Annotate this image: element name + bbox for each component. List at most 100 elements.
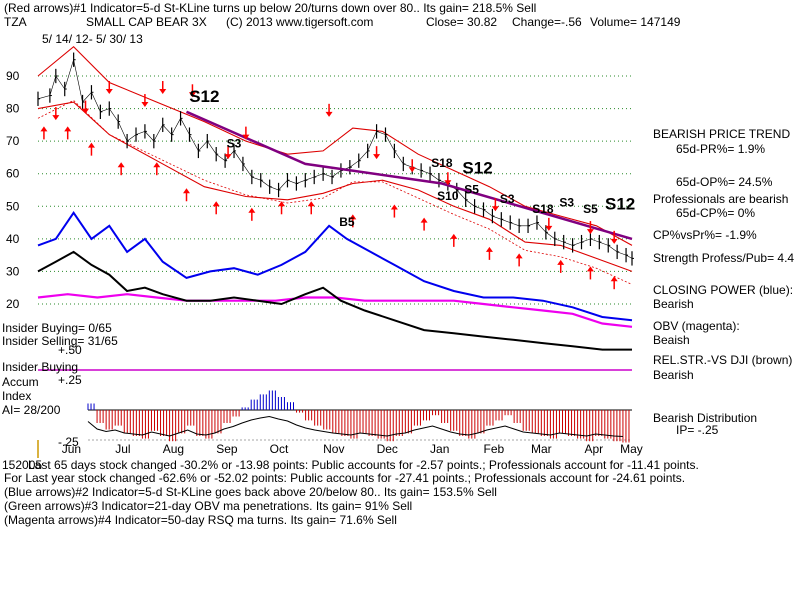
- buy-arrow: [248, 207, 256, 213]
- accum-plus50: +.50: [58, 343, 82, 357]
- buy-arrow: [64, 126, 72, 132]
- month-label: Oct: [270, 442, 289, 456]
- obv-value: Beaish: [653, 333, 690, 347]
- insider-buying-count: Insider Buying= 0/65: [2, 321, 112, 335]
- sell-arrow: [491, 206, 499, 212]
- moving-average: [37, 99, 633, 285]
- accum-label: Accum: [2, 375, 39, 389]
- closing-power-value: Bearish: [653, 297, 694, 311]
- ai-value: AI= 28/200: [2, 403, 61, 417]
- signal-label: B5: [339, 215, 355, 229]
- buy-arrow: [420, 217, 428, 223]
- change-value: Change=-.56: [512, 15, 582, 29]
- buy-arrow: [153, 162, 161, 168]
- accum-minus25: -.25: [58, 435, 79, 449]
- buy-arrow: [117, 162, 125, 168]
- sell-arrow: [224, 154, 232, 160]
- upper-band: [37, 45, 633, 246]
- buy-arrow: [212, 201, 220, 207]
- volume-value: Volume= 147149: [590, 15, 681, 29]
- y-tick-label: 40: [6, 232, 20, 246]
- professionals-text: Professionals are bearish: [653, 192, 789, 206]
- buy-arrow: [515, 253, 523, 259]
- month-label: Sep: [216, 442, 238, 456]
- y-tick-label: 30: [6, 264, 20, 278]
- pr-value: 65d-PR%= 1.9%: [676, 142, 766, 156]
- month-label: Mar: [531, 442, 552, 456]
- signal-label: S3: [500, 192, 515, 206]
- month-label: Apr: [584, 442, 603, 456]
- op-value: 65d-OP%= 24.5%: [676, 175, 773, 189]
- closing-power-line: [37, 211, 633, 322]
- buy-arrow: [610, 276, 618, 282]
- month-label: Nov: [323, 442, 344, 456]
- accum-ma-line: [87, 415, 623, 437]
- signal-label: S10: [437, 189, 459, 203]
- sell-arrow: [105, 89, 113, 95]
- insider-selling-count: Insider Selling= 31/65: [2, 334, 118, 348]
- month-label: Aug: [163, 442, 184, 456]
- signal-label: S12: [605, 195, 635, 214]
- buy-arrow: [485, 246, 493, 252]
- signal-label: S18: [532, 202, 554, 216]
- footer-line1: Last 65 days stock changed -30.2% or -13…: [28, 458, 699, 472]
- cpvspr-value: CP%vsPr%= -1.9%: [653, 228, 757, 242]
- ticker: TZA: [4, 15, 27, 29]
- footer-line3: (Blue arrows)#2 Indicator=5-d St-KLine g…: [4, 485, 497, 499]
- sell-arrow: [408, 167, 416, 173]
- buy-arrow: [183, 188, 190, 194]
- sell-arrow: [188, 92, 196, 98]
- y-tick-label: 50: [6, 199, 20, 213]
- month-label: Jan: [430, 442, 449, 456]
- indicator1-line: (Red arrows)#1 Indicator=5-d St-KLine tu…: [4, 1, 537, 15]
- month-label: Feb: [484, 442, 505, 456]
- footer-line5: (Magenta arrows)#4 Indicator=50-day RSQ …: [4, 513, 397, 527]
- buy-arrow: [40, 126, 48, 132]
- downtrend-line: [185, 110, 633, 241]
- sell-arrow: [52, 115, 60, 121]
- buy-arrow: [278, 201, 286, 207]
- signal-label: S3: [559, 195, 574, 209]
- bearish-price-trend: BEARISH PRICE TREND: [653, 127, 791, 141]
- signal-label: S5: [583, 202, 598, 216]
- cp-value: 65d-CP%= 0%: [676, 206, 756, 220]
- sell-arrow: [373, 154, 381, 160]
- buy-arrow: [349, 214, 357, 220]
- buy-arrow: [450, 233, 458, 239]
- month-label: Jul: [115, 442, 130, 456]
- y-tick-label: 90: [6, 69, 20, 83]
- strength-value: Strength Profess/Pub= 4.4: [653, 252, 795, 265]
- close-value: Close= 30.82: [426, 15, 498, 29]
- index-label: Index: [2, 389, 32, 403]
- footer-line2: For Last year stock changed -62.6% or -5…: [4, 471, 686, 485]
- closing-power-label: CLOSING POWER (blue):: [653, 283, 794, 297]
- y-tick-label: 20: [6, 297, 20, 311]
- month-label: Dec: [377, 442, 398, 456]
- sell-arrow: [141, 102, 149, 108]
- relstr-label: REL.STR.-VS DJI (brown): [653, 353, 793, 367]
- month-label: May: [620, 442, 643, 456]
- sell-arrow: [545, 225, 553, 231]
- sell-arrow: [159, 89, 167, 95]
- buy-arrow: [87, 142, 95, 148]
- signal-label: S12: [462, 159, 492, 178]
- relstr-line: [37, 250, 632, 351]
- buy-arrow: [390, 204, 398, 210]
- price-line: [37, 59, 633, 259]
- y-tick-label: 60: [6, 167, 20, 181]
- insider-buying-label: Insider Buying: [2, 360, 79, 374]
- relstr-value: Bearish: [653, 368, 694, 382]
- sell-arrow: [444, 180, 452, 186]
- buy-arrow: [586, 266, 594, 272]
- signal-label: S18: [431, 156, 453, 170]
- accum-plus25: +.25: [58, 373, 82, 387]
- stock-name: SMALL CAP BEAR 3X: [86, 15, 207, 29]
- copyright: (C) 2013 www.tigersoft.com: [226, 15, 374, 29]
- sell-arrow: [82, 108, 90, 114]
- obv-line: [37, 293, 633, 328]
- month-label: Jun: [62, 442, 81, 456]
- y-tick-label: 70: [6, 134, 20, 148]
- signal-label: S5: [464, 182, 479, 196]
